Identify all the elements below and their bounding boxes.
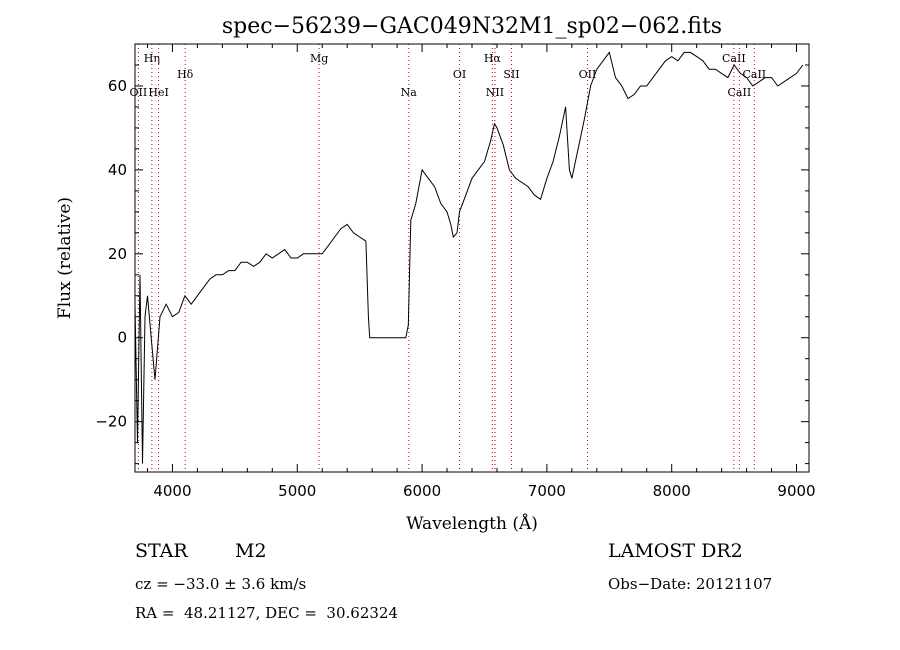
redshift-cz: cz = −33.0 ± 3.6 km/s	[135, 575, 307, 593]
y-tick-label: 20	[108, 245, 127, 263]
line-marker-label: SII	[503, 68, 519, 81]
spectrum-line	[134, 51, 804, 464]
y-tick-label: 60	[108, 77, 127, 95]
plot-frame	[134, 43, 810, 473]
x-tick-label: 5000	[278, 482, 316, 500]
line-marker-label: Hδ	[177, 68, 194, 81]
line-marker-label: CaII	[722, 52, 746, 65]
x-tick-label: 6000	[403, 482, 441, 500]
line-marker-label: CaII	[742, 68, 766, 81]
line-marker-label: OII	[130, 86, 148, 99]
x-tick-label: 8000	[653, 482, 691, 500]
x-tick-label: 4000	[153, 482, 191, 500]
line-marker-label: Hη	[144, 52, 160, 65]
y-axis-label: Flux (relative)	[55, 197, 75, 319]
line-marker-label: NII	[486, 86, 504, 99]
line-marker-label: Mg	[310, 52, 328, 65]
coordinates: RA = 48.21127, DEC = 30.62324	[135, 604, 399, 622]
emission-line-markers: OII Hη HeI Hδ Mg Na OI Hα NII SII OII CaII CaII CaII	[130, 44, 766, 472]
line-marker-label: CaII	[728, 86, 752, 99]
line-marker-label: Hα	[484, 52, 502, 65]
survey-name: LAMOST DR2	[608, 540, 743, 562]
observation-date: Obs−Date: 20121107	[608, 575, 773, 593]
y-tick-label: 0	[117, 329, 127, 347]
y-tick-label: −20	[95, 413, 127, 431]
axis-ticks: 4000 5000 6000 7000 8000 9000 −20 0 20 40 60	[95, 43, 816, 500]
x-tick-label: 9000	[777, 482, 815, 500]
line-marker-label: OII	[579, 68, 597, 81]
line-marker-label: Na	[401, 86, 418, 99]
object-subclass: M2	[235, 540, 267, 562]
x-axis-label: Wavelength (Å)	[406, 513, 538, 534]
spectrum-plot: spec−56239−GAC049N32M1_sp02−062.fits OII…	[55, 14, 816, 534]
line-marker-label: OI	[453, 68, 466, 81]
object-class: STAR	[135, 540, 188, 562]
y-tick-label: 40	[108, 161, 127, 179]
line-marker-label: HeI	[148, 86, 168, 99]
chart-title: spec−56239−GAC049N32M1_sp02−062.fits	[222, 14, 722, 39]
x-tick-label: 7000	[528, 482, 566, 500]
